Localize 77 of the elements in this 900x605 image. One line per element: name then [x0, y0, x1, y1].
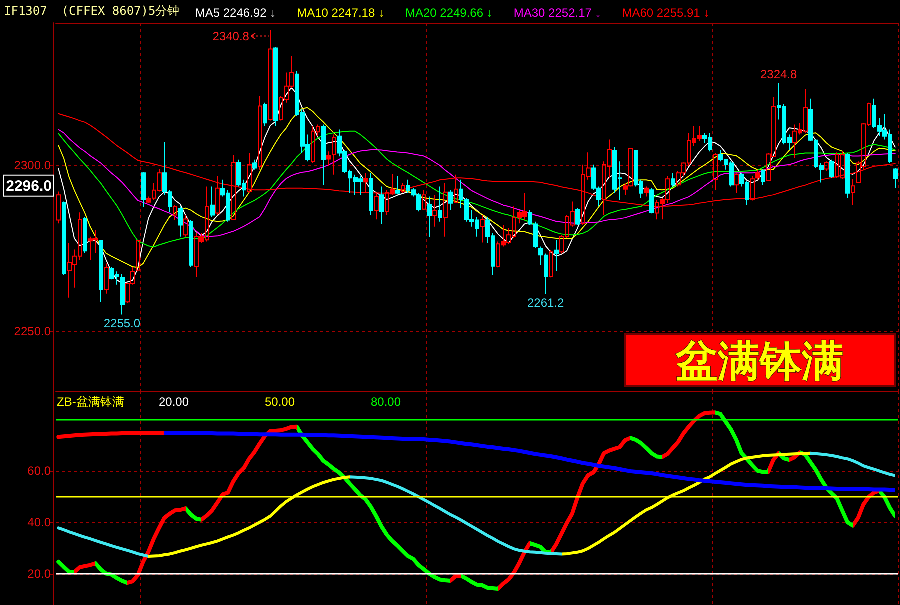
candlestick	[268, 30, 273, 122]
candlestick	[824, 161, 829, 172]
candlestick	[189, 220, 193, 268]
candlestick	[183, 214, 188, 238]
line-series	[56, 410, 898, 592]
candlestick	[671, 172, 675, 188]
candlestick	[851, 178, 855, 206]
candlestick	[649, 188, 654, 214]
line-series	[58, 87, 896, 284]
text: MA60 2255.91 ↓	[622, 6, 710, 20]
candlestick	[761, 168, 765, 186]
candlestick	[252, 159, 257, 170]
candlestick	[173, 204, 177, 221]
candlestick	[332, 134, 336, 176]
candlestick	[369, 172, 373, 216]
line-series	[57, 452, 897, 558]
chart-title: IF1307 (CFFEX 8607)5分钟	[4, 4, 180, 18]
candlestick	[554, 240, 559, 272]
candlestick	[120, 274, 125, 316]
candlestick	[755, 169, 760, 180]
candlestick	[258, 96, 262, 170]
candlestick	[713, 152, 718, 191]
chart-title: ZB-盆满钵满	[57, 395, 124, 409]
candlestick	[845, 152, 850, 199]
candlestick	[379, 186, 384, 225]
annotation: 2261.2	[527, 296, 565, 310]
candlestick	[363, 172, 368, 194]
candlestick	[247, 152, 252, 194]
annotation: 2340.8	[212, 29, 250, 44]
annotation: 2324.8	[760, 67, 798, 82]
candlestick	[454, 174, 458, 204]
candlestick	[401, 182, 405, 194]
candlestick	[644, 186, 649, 198]
candlestick	[432, 194, 437, 228]
candlestick	[56, 191, 61, 224]
candlestick	[750, 176, 755, 202]
candlestick	[422, 190, 426, 210]
candlestick	[443, 182, 448, 238]
candlestick	[62, 201, 66, 276]
candlestick	[480, 214, 485, 244]
candlestick	[427, 196, 432, 238]
candlestick	[136, 240, 140, 272]
candlestick	[83, 216, 87, 254]
candlestick	[210, 186, 215, 218]
candlestick	[273, 47, 278, 127]
candlestick	[104, 263, 109, 294]
annotation: 2255.0	[104, 316, 141, 331]
y-tick-label: 2250.0	[14, 324, 52, 338]
line-series	[58, 107, 896, 268]
candlestick	[575, 208, 580, 226]
text: MA30 2252.17 ↓	[514, 6, 602, 20]
candlestick	[549, 250, 553, 278]
annotation: 盆满钵满	[674, 338, 844, 384]
ref-line-label: 20.00	[159, 395, 190, 409]
candlestick	[734, 172, 739, 194]
y-tick-label: 60.0	[28, 464, 52, 478]
candlestick	[263, 102, 267, 127]
candlestick	[141, 172, 146, 208]
candlestick	[893, 168, 898, 189]
text: MA20 2249.66 ↓	[405, 6, 493, 20]
y-tick-label: 40.0	[28, 515, 52, 530]
candlestick	[829, 159, 834, 179]
text: MA10 2247.18 ↓	[297, 6, 384, 20]
candlestick	[178, 206, 183, 238]
candlestick	[326, 151, 331, 168]
text: 2296.0	[6, 178, 52, 195]
y-tick-label: 2300.0	[14, 158, 52, 173]
ref-line-label: 50.00	[265, 395, 296, 409]
candlestick	[448, 190, 453, 210]
text: MA5 2246.92 ↓	[195, 6, 276, 20]
ref-line-label: 80.00	[371, 395, 402, 409]
y-tick-label: 20.0	[28, 567, 52, 582]
candlestick	[321, 124, 326, 186]
candlestick	[438, 186, 442, 222]
candlestick	[395, 176, 400, 195]
line-series	[56, 431, 898, 492]
candlestick	[99, 240, 103, 303]
